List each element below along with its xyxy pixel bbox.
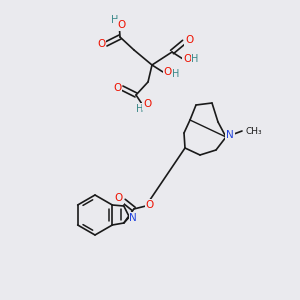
Text: H: H: [136, 104, 144, 114]
Text: CH₃: CH₃: [245, 127, 262, 136]
Text: O: O: [185, 35, 193, 45]
Text: O: O: [113, 83, 121, 93]
Text: O: O: [115, 193, 123, 203]
Text: O: O: [146, 200, 154, 210]
Text: H: H: [111, 15, 119, 25]
Text: O: O: [117, 20, 125, 30]
Text: H: H: [172, 69, 180, 79]
Text: H: H: [191, 54, 199, 64]
Text: N: N: [129, 213, 137, 223]
Text: O: O: [183, 54, 191, 64]
Text: O: O: [97, 39, 105, 49]
Text: O: O: [143, 99, 151, 109]
Text: N: N: [226, 130, 234, 140]
Text: O: O: [164, 67, 172, 77]
